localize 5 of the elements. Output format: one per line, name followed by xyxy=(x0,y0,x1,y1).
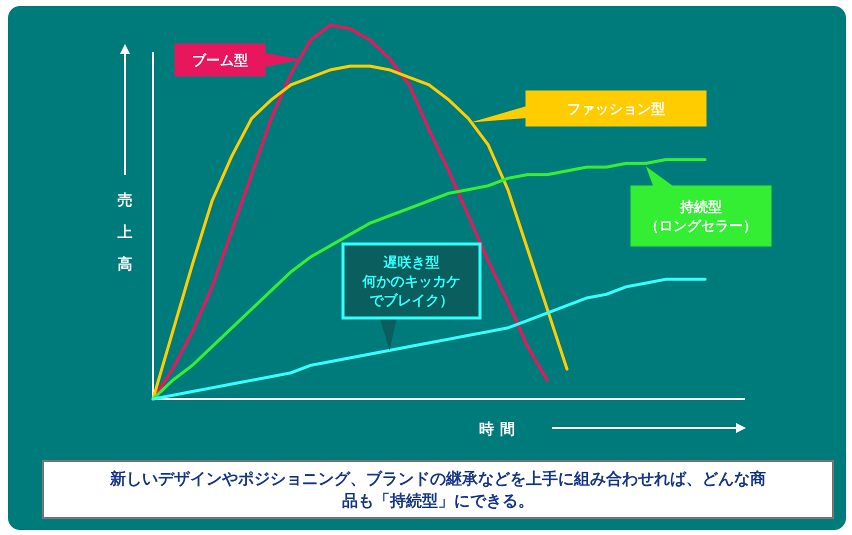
text: 新しいデザインやポジショニング、ブランドの継承などを上手に組み合わせれば、どんな商品も「持続型」にできる。 xyxy=(108,468,767,512)
x-axis-title: 時間 xyxy=(479,420,521,438)
legend-label: ブーム型 xyxy=(192,52,248,69)
y-axis-title: 売上高 xyxy=(116,191,132,273)
series-label: 遅咲き型何かのキッカケでブレイク） xyxy=(362,255,460,309)
